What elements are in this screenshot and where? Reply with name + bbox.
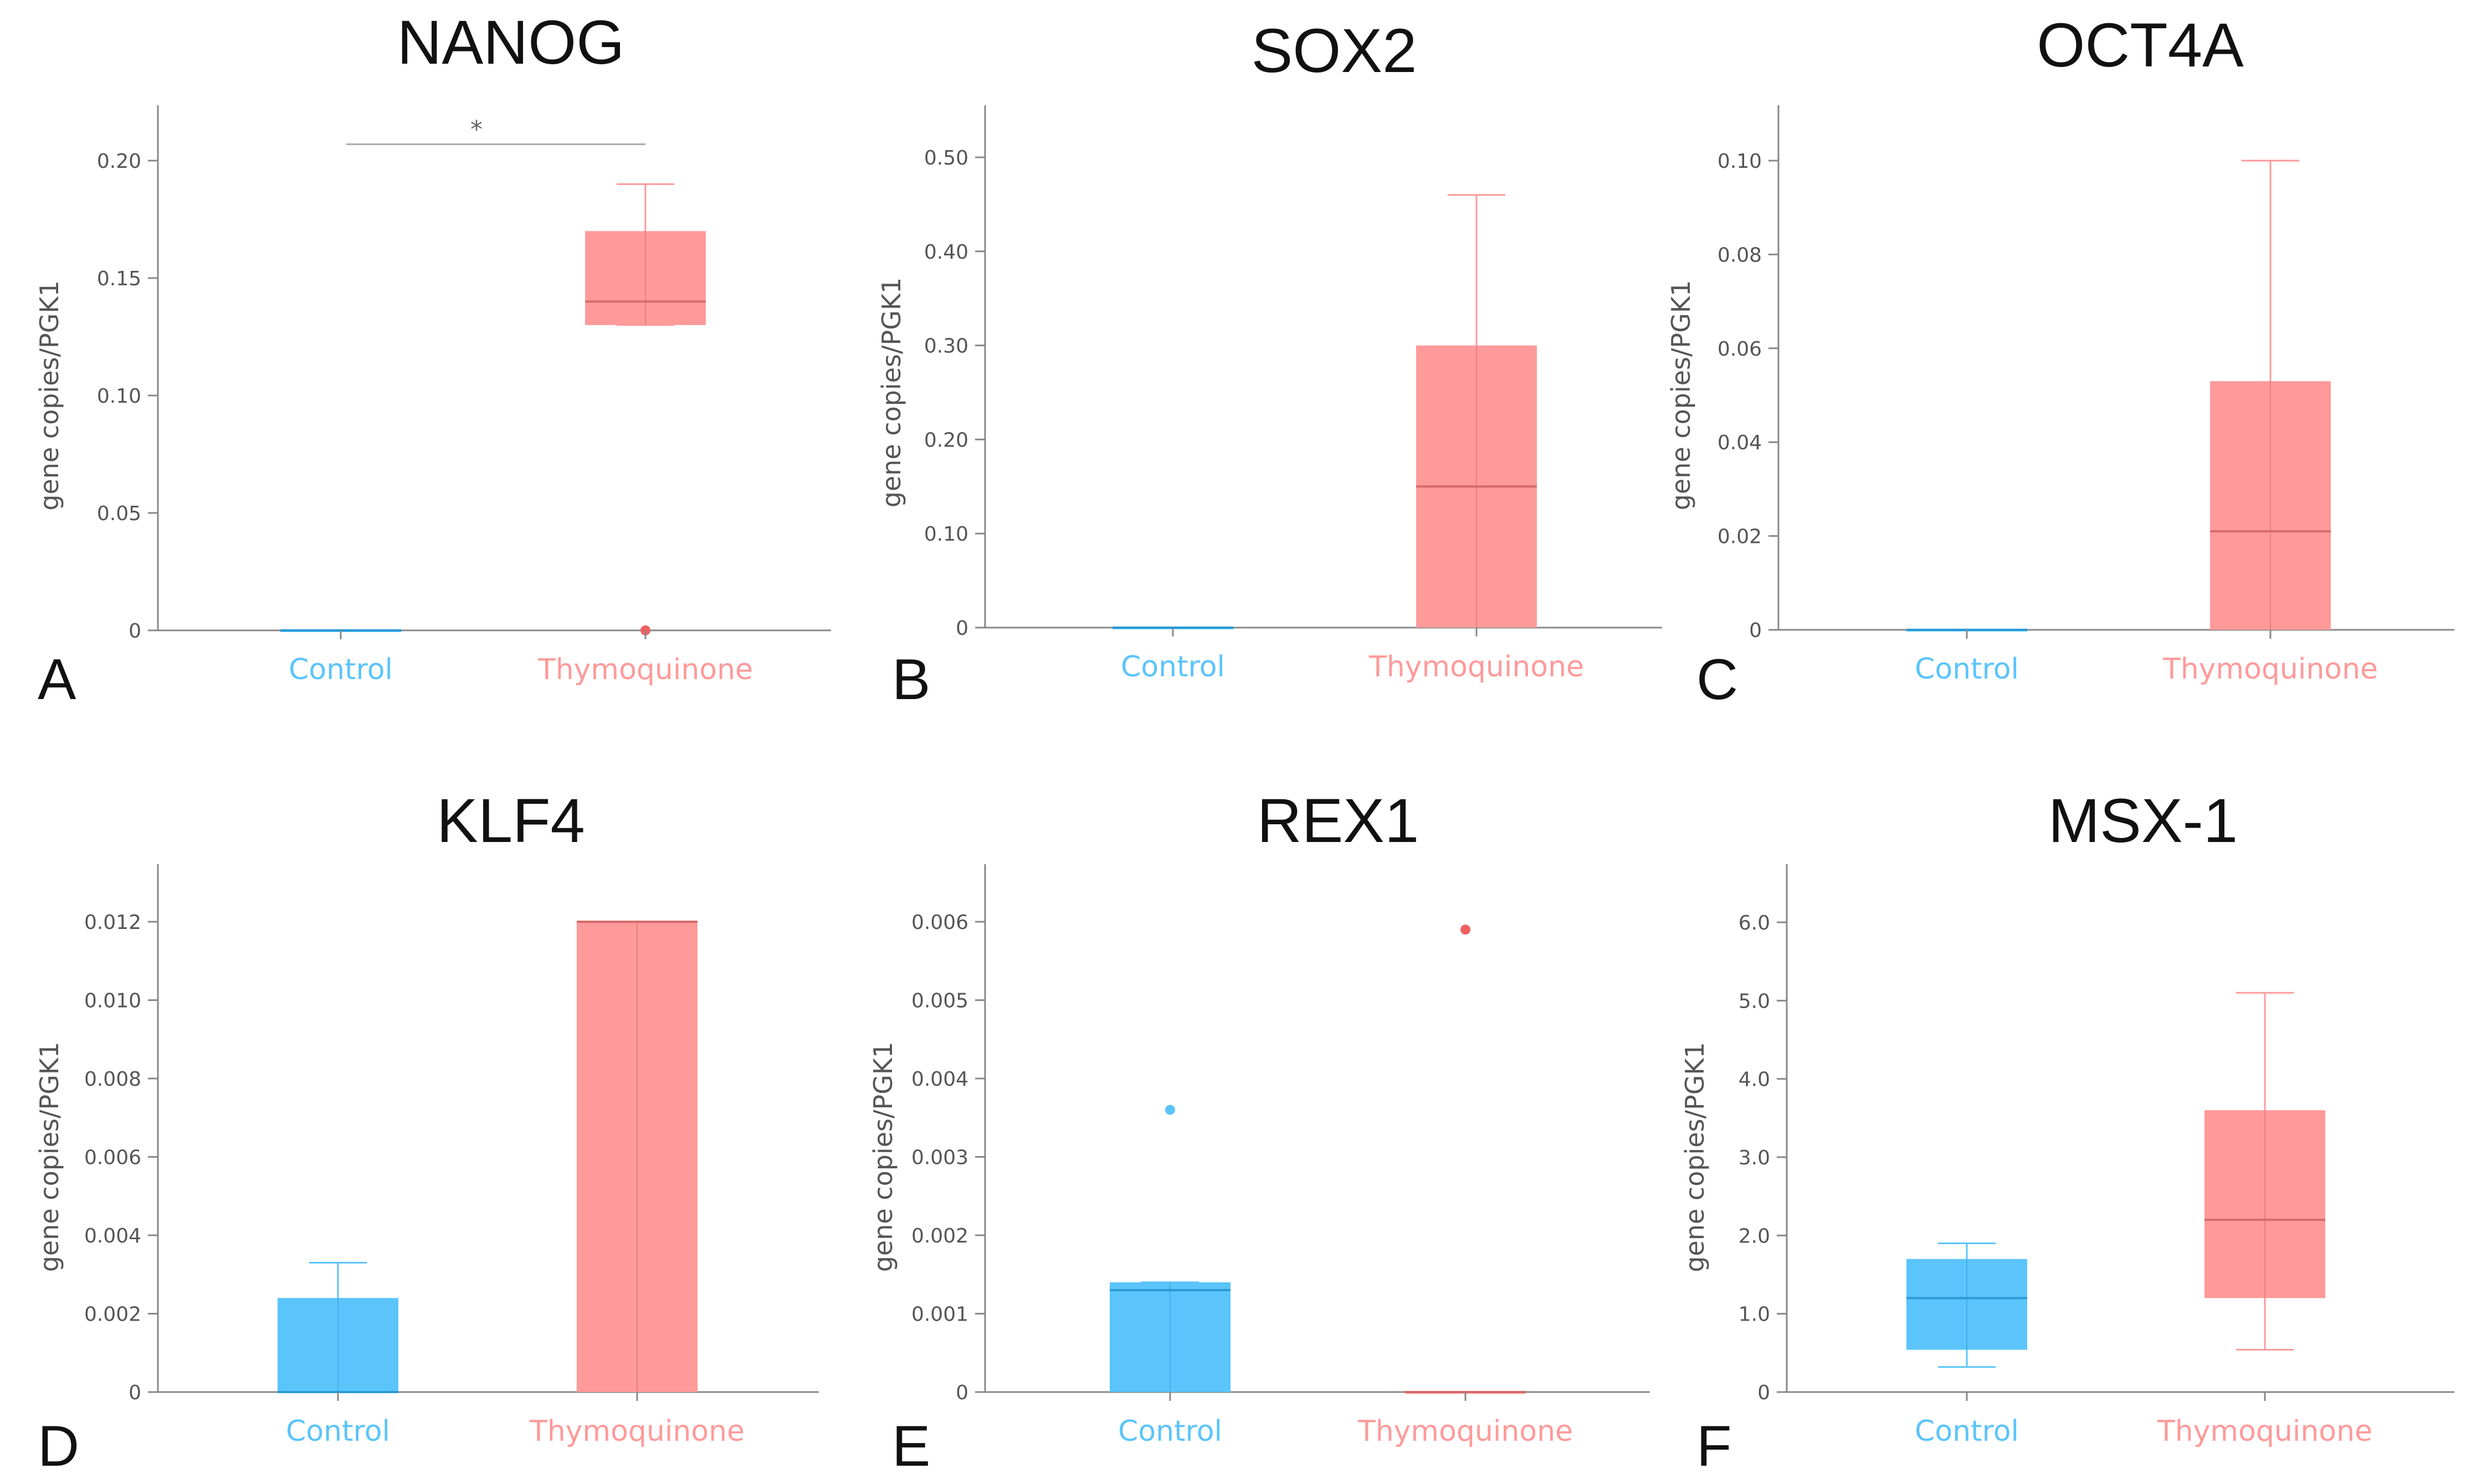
y-axis-label: gene copies/PGK1 bbox=[34, 280, 64, 511]
y-tick-label: 6.0 bbox=[1739, 912, 1770, 934]
y-tick-label: 5.0 bbox=[1739, 990, 1770, 1013]
y-tick-label: 0.08 bbox=[1718, 244, 1762, 266]
y-tick-label: 0.004 bbox=[84, 1225, 141, 1247]
panel-label: A bbox=[38, 648, 76, 712]
y-tick-label: 0.004 bbox=[911, 1068, 968, 1091]
chart-panel-e: REX1 E 0 0.001 0.002 0.003 0.004 0.005 0.006 gene… bbox=[868, 786, 1650, 1478]
y-tick-label: 0.010 bbox=[84, 990, 141, 1013]
y-tick-label: 0.20 bbox=[924, 429, 968, 451]
chart-title: NANOG bbox=[397, 8, 625, 77]
y-tick-label: 0.10 bbox=[924, 523, 968, 546]
y-tick-label: 0.50 bbox=[924, 147, 968, 170]
y-tick-label: 0 bbox=[1757, 1382, 1770, 1404]
box-thymoquinone bbox=[1405, 925, 1526, 1394]
panel-label: E bbox=[892, 1414, 930, 1478]
chart-title: SOX2 bbox=[1252, 16, 1417, 85]
outlier-point bbox=[1165, 1105, 1175, 1115]
y-tick-label: 0.006 bbox=[911, 911, 968, 934]
x-category-label: Thymoquinone bbox=[529, 1415, 745, 1448]
y-tick-label: 0 bbox=[956, 617, 968, 640]
x-category-label: Control bbox=[1915, 653, 2019, 686]
x-category-label: Control bbox=[1118, 1415, 1222, 1448]
y-axis-label: gene copies/PGK1 bbox=[1680, 1042, 1710, 1272]
y-tick-label: 0 bbox=[956, 1382, 968, 1404]
y-tick-label: 0.006 bbox=[84, 1147, 141, 1169]
panel-label: F bbox=[1696, 1414, 1732, 1478]
panel-label: D bbox=[38, 1414, 79, 1478]
y-axis-label: gene copies/PGK1 bbox=[876, 278, 906, 508]
box-control bbox=[278, 1262, 398, 1393]
x-category-label: Control bbox=[286, 1415, 390, 1448]
box-control bbox=[1906, 1242, 2027, 1368]
y-tick-label: 0.002 bbox=[911, 1225, 968, 1247]
y-tick-label: 0.06 bbox=[1718, 338, 1762, 361]
x-category-label: Thymoquinone bbox=[1357, 1415, 1573, 1448]
y-tick-label: 4.0 bbox=[1739, 1069, 1770, 1091]
panel-label: C bbox=[1696, 648, 1738, 712]
y-tick-label: 0.40 bbox=[924, 241, 968, 264]
y-tick-label: 0.04 bbox=[1718, 432, 1762, 454]
chart-title: OCT4A bbox=[2037, 11, 2244, 80]
y-tick-label: 0.012 bbox=[84, 911, 141, 934]
x-category-label: Control bbox=[1121, 650, 1225, 684]
y-axis-label: gene copies/PGK1 bbox=[1666, 280, 1696, 511]
y-tick-label: 0 bbox=[129, 620, 141, 643]
x-category-label: Thymoquinone bbox=[537, 653, 753, 686]
box-thymoquinone bbox=[2210, 160, 2331, 630]
box-thymoquinone bbox=[577, 921, 698, 1392]
box-thymoquinone bbox=[2204, 992, 2325, 1351]
y-tick-label: 0 bbox=[129, 1382, 141, 1404]
y-tick-label: 0.003 bbox=[911, 1147, 968, 1169]
chart-panel-f: MSX-1 F 0 1.0 2.0 3.0 4.0 5.0 6.0 gene copies/PGK… bbox=[1680, 786, 2454, 1478]
y-tick-label: 0 bbox=[1749, 619, 1762, 642]
chart-panel-a: NANOG A 0 0.05 0.10 0.15 0.20 gene copies/PGK1 C… bbox=[34, 8, 831, 712]
chart-title: KLF4 bbox=[437, 786, 585, 855]
y-tick-label: 0.02 bbox=[1718, 526, 1762, 548]
y-tick-label: 0.20 bbox=[97, 150, 141, 173]
chart-title: REX1 bbox=[1257, 786, 1419, 855]
box-thymoquinone bbox=[585, 183, 706, 635]
y-tick-label: 0.005 bbox=[911, 990, 968, 1013]
y-axis-label: gene copies/PGK1 bbox=[34, 1042, 64, 1272]
y-axis-label: gene copies/PGK1 bbox=[868, 1042, 898, 1272]
chart-panel-b: SOX2 B 0 0.10 0.20 0.30 0.40 0.50 gene copies/PG… bbox=[876, 16, 1662, 712]
y-tick-label: 0.008 bbox=[84, 1068, 141, 1091]
y-tick-label: 2.0 bbox=[1739, 1225, 1770, 1247]
y-tick-label: 0.10 bbox=[1718, 150, 1762, 173]
y-tick-label: 1.0 bbox=[1739, 1303, 1770, 1326]
x-category-label: Thymoquinone bbox=[2162, 653, 2378, 686]
x-category-label: Control bbox=[289, 653, 393, 686]
y-tick-label: 0.001 bbox=[911, 1303, 968, 1326]
box-thymoquinone bbox=[1416, 194, 1537, 628]
y-tick-label: 0.10 bbox=[97, 385, 141, 408]
chart-panel-c: OCT4A C0 0.02 0.04 0.06 0.08 0.10 gene copies/P… bbox=[1666, 11, 2454, 712]
panel-label: B bbox=[892, 648, 930, 712]
significance-label: * bbox=[470, 115, 483, 143]
x-category-label: Control bbox=[1915, 1415, 2019, 1448]
x-category-label: Thymoquinone bbox=[1368, 650, 1584, 684]
y-tick-label: 0.05 bbox=[97, 502, 141, 525]
outlier-point bbox=[1460, 925, 1470, 935]
x-category-label: Thymoquinone bbox=[2157, 1415, 2372, 1448]
y-tick-label: 0.002 bbox=[84, 1303, 141, 1326]
y-tick-label: 0.30 bbox=[924, 335, 968, 358]
chart-title: MSX-1 bbox=[2048, 786, 2238, 855]
y-tick-label: 3.0 bbox=[1739, 1147, 1770, 1169]
box-control bbox=[1110, 1105, 1231, 1392]
y-tick-label: 0.15 bbox=[97, 268, 141, 290]
chart-panel-d: KLF4 D 0 0.002 0.004 0.006 0.008 0.010 0.012 gene… bbox=[34, 786, 819, 1478]
